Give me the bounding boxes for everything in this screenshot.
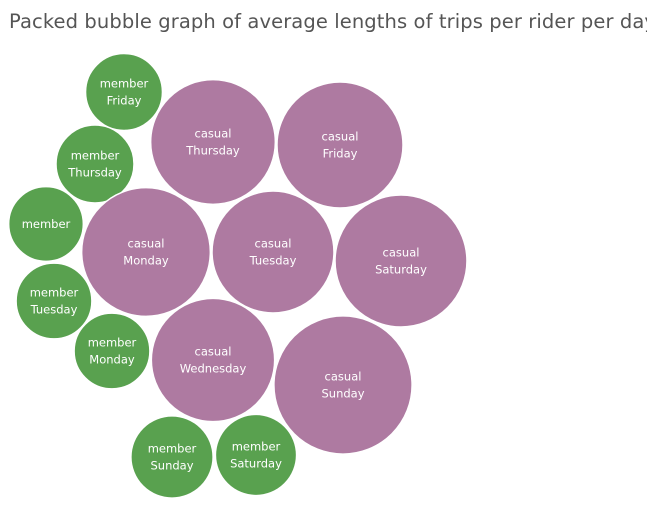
bubble-rider-label: casual [128,237,165,251]
bubble-day-label: Friday [323,147,358,161]
bubble-casual-tuesday[interactable]: casual Tuesday [211,190,335,314]
bubble-member-thursday[interactable]: member Thursday [55,124,135,204]
bubble-rider-label: member [22,217,71,231]
bubble-rider-label: member [148,442,197,456]
bubble-rider-label: casual [325,370,362,384]
bubble-rider-label: casual [195,127,232,141]
bubble-day-label: Friday [107,94,142,108]
bubble-day-label: Monday [89,353,135,367]
bubble-casual-wednesday[interactable]: casual Wednesday [150,297,276,423]
bubble-circle-member-thursday[interactable] [55,124,135,204]
bubble-day-label: Wednesday [180,362,247,376]
bubble-circle-member-all[interactable] [7,185,85,263]
bubble-casual-monday[interactable]: casual Monday [80,186,212,318]
bubble-rider-label: casual [255,237,292,251]
bubble-day-label: Tuesday [249,254,297,268]
chart-title: Packed bubble graph of average lengths o… [9,10,647,33]
bubble-rider-label: casual [195,345,232,359]
bubble-circle-casual-saturday[interactable] [334,194,468,328]
bubble-member-all[interactable]: member [7,185,85,263]
bubble-member-tuesday[interactable]: member Tuesday [15,262,93,340]
bubble-member-sunday[interactable]: member Sunday [130,415,214,499]
bubble-day-label: Thursday [185,144,240,158]
bubble-circle-casual-monday[interactable] [80,186,212,318]
bubble-rider-label: member [100,77,149,91]
bubble-rider-label: casual [322,130,359,144]
bubble-circle-member-sunday[interactable] [130,415,214,499]
bubble-circle-casual-wednesday[interactable] [150,297,276,423]
bubble-member-saturday[interactable]: member Saturday [214,413,298,497]
bubble-casual-sunday[interactable]: casual Sunday [273,315,413,455]
bubble-casual-friday[interactable]: casual Friday [276,81,404,209]
bubble-circle-casual-thursday[interactable] [149,78,277,206]
bubble-day-label: Tuesday [30,303,78,317]
bubble-rider-label: member [232,440,281,454]
bubble-member-friday[interactable]: member Friday [84,52,164,132]
bubble-circle-casual-tuesday[interactable] [211,190,335,314]
bubble-circle-member-tuesday[interactable] [15,262,93,340]
bubble-rider-label: casual [383,246,420,260]
bubble-rider-label: member [30,286,79,300]
bubble-circle-member-saturday[interactable] [214,413,298,497]
bubble-casual-thursday[interactable]: casual Thursday [149,78,277,206]
bubble-rider-label: member [71,149,120,163]
bubble-day-label: Thursday [67,166,122,180]
bubble-member-monday[interactable]: member Monday [73,312,151,390]
bubble-day-label: Saturday [375,263,427,277]
bubble-day-label: Sunday [150,459,193,473]
bubble-casual-saturday[interactable]: casual Saturday [334,194,468,328]
bubble-day-label: Saturday [230,457,282,471]
bubble-day-label: Sunday [321,387,364,401]
bubble-rider-label: member [88,336,137,350]
bubble-circle-member-monday[interactable] [73,312,151,390]
bubble-circle-member-friday[interactable] [84,52,164,132]
bubble-day-label: Monday [123,254,169,268]
bubble-circle-casual-friday[interactable] [276,81,404,209]
bubble-circle-casual-sunday[interactable] [273,315,413,455]
